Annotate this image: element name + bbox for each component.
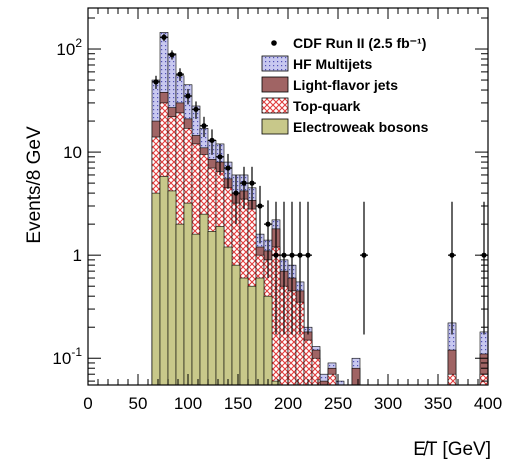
data-point [208,129,216,155]
data-point [248,166,256,210]
data-point [304,201,312,335]
legend-label: Top-quark [293,98,361,114]
data-point [360,201,368,335]
bar [215,226,225,386]
data-point [184,88,192,105]
legend: CDF Run II (2.5 fb⁻¹) HF Multijets Light-f… [261,35,429,135]
bar [199,213,209,386]
x-tick-label: 100 [174,394,202,413]
data-point [256,185,264,244]
data-point [168,50,176,60]
legend-entry: HF Multijets [261,55,373,72]
data-point [272,201,280,335]
legend-entry: Electroweak bosons [261,118,429,135]
data-point [448,201,456,335]
x-tick-label: 350 [424,394,452,413]
legend-entry: Light-flavor jets [261,76,398,93]
data-point [280,201,288,335]
x-tick-label: 0 [83,394,92,413]
x-tick-label: 300 [374,394,402,413]
x-axis-ticks: 0 50 100 150 200 250 300 350 400 [83,8,502,413]
data-point [216,143,224,175]
y-axis-ticks: 10-1 1 10 102 [52,17,488,382]
bar [159,176,169,386]
data-point [152,75,160,89]
legend-entry: Top-quark [261,97,361,114]
bar [479,373,489,386]
data-point [224,153,232,189]
bar [239,277,249,386]
x-axis-title: E̸T [GeV] [413,439,491,460]
bar [311,357,321,386]
legend-label: CDF Run II (2.5 fb⁻¹) [293,35,426,51]
data-point [288,201,296,335]
bar [223,246,233,386]
data-point [296,201,304,335]
legend-entry: CDF Run II (2.5 fb⁻¹) [271,35,426,51]
bar [303,339,313,386]
legend-label: HF Multijets [293,56,373,72]
data-point [176,68,184,81]
x-tick-label: 250 [324,394,352,413]
x-tick-label: 150 [224,394,252,413]
data-point [200,116,208,138]
y-tick-label: 102 [56,36,82,59]
y-axis-title: Events/8 GeV [24,126,45,244]
x-tick-label: 50 [129,394,148,413]
bar [263,295,273,386]
legend-label: Light-flavor jets [293,77,398,93]
bar [191,233,201,386]
bar [247,285,257,386]
bar [175,223,185,386]
data-point [232,174,240,225]
bar [447,373,457,386]
legend-label: Electroweak bosons [293,119,429,135]
bar [255,277,265,386]
bar [327,373,337,386]
bar [167,190,177,386]
bar [351,367,361,386]
data-point [240,166,248,210]
x-tick-label: 200 [274,394,302,413]
bar [231,264,241,386]
data-point [264,200,272,279]
data-point [192,101,200,119]
x-tick-label: 400 [474,394,502,413]
bar [183,202,193,386]
y-tick-label: 1 [73,246,82,265]
y-tick-label: 10-1 [52,345,82,368]
data-point [160,33,168,42]
bar [207,231,217,386]
y-tick-label: 10 [63,143,82,162]
bar [151,192,161,386]
data-points [152,33,488,335]
